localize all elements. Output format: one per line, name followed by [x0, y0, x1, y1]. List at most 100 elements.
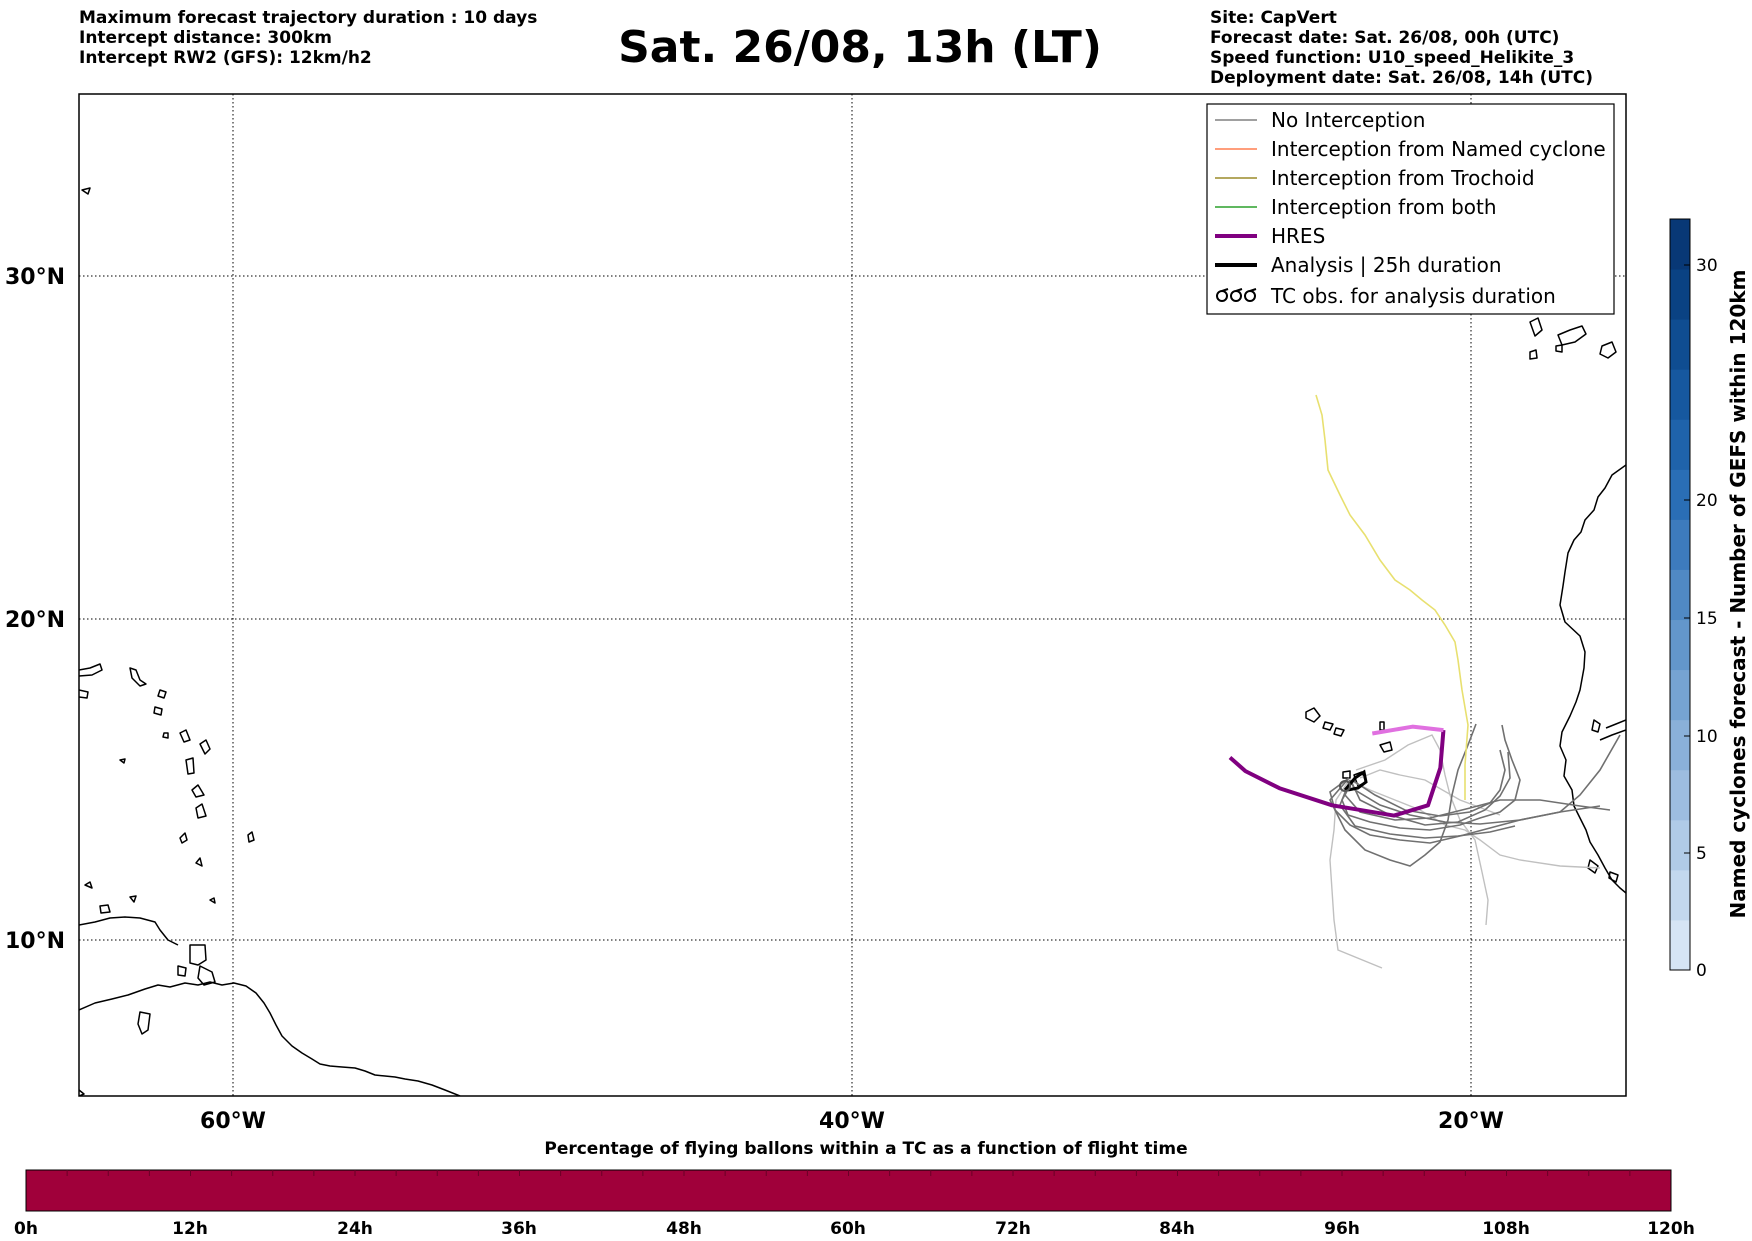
coast-isle-8 [179, 729, 191, 743]
page-title: Sat. 26/08, 13h (LT) [618, 22, 1102, 73]
coast-cv-sao-nicolau [1333, 727, 1345, 737]
longitude-labels: 60°W 40°W 20°W [200, 1109, 1504, 1134]
colorbar-tick-marks [1684, 264, 1690, 971]
colorbar-vertical: 0 5 10 15 20 30 Named cyclones forecast … [1669, 218, 1750, 981]
legend-label: No Interception [1271, 108, 1425, 132]
coast-bissagos-2 [1608, 871, 1619, 883]
colorbar-cell [1670, 419, 1690, 470]
coast-canary-1 [1529, 317, 1543, 337]
lon-label-60w: 60°W [200, 1109, 266, 1134]
hbar-tick-60h: 60h [830, 1219, 866, 1239]
traj-grey-8 [1349, 734, 1621, 825]
legend-item-no-interception: No Interception [1215, 108, 1425, 132]
colorbar-cell [1670, 919, 1690, 971]
coast-lee-2 [153, 706, 163, 716]
colorbar-cell [1670, 719, 1690, 771]
colorbar-cell [1670, 269, 1690, 320]
legend-label: TC obs. for analysis duration [1270, 284, 1556, 308]
hres-series-0 [1228, 729, 1446, 818]
hres-trajectory [1228, 724, 1446, 818]
colorbar-cell [1670, 619, 1690, 671]
coast-canary-5 [1555, 344, 1563, 353]
legend-item-hres: HRES [1215, 224, 1325, 248]
colorbar-minor-ticks [66, 1170, 1631, 1176]
hbar-tick-120h: 120h [1647, 1219, 1695, 1239]
coast-isle-5 [195, 803, 207, 819]
info-site: Site: CapVert [1210, 8, 1337, 28]
coast-guyana-island [137, 1011, 151, 1035]
coast-lee-4 [199, 739, 211, 755]
traj-yellow [1315, 394, 1469, 800]
legend-item-both: Interception from both [1215, 195, 1497, 219]
colorbar-vertical-label: Named cyclones forecast - Number of GEFS… [1726, 270, 1750, 919]
colorbar-cell [1670, 769, 1690, 821]
coast-isle-11 [129, 895, 137, 903]
coast-isle-3 [195, 857, 203, 867]
ensemble-trajectories-grey [1329, 723, 1621, 867]
legend: No Interception Interception from Named … [1206, 103, 1615, 315]
colorbar-cells [1670, 219, 1690, 971]
coast-isle-4 [179, 832, 188, 844]
start-marker [1339, 780, 1351, 792]
info-intercept-rw2: Intercept RW2 (GFS): 12km/h2 [79, 48, 372, 68]
coast-isle-7 [185, 757, 195, 775]
coast-pr-1 [79, 689, 89, 699]
coast-gambia-island [1591, 719, 1601, 733]
colorbar-cell [1670, 469, 1690, 520]
coast-canary-3 [1599, 341, 1617, 359]
coast-isle-10 [84, 881, 93, 889]
coast-bermuda [81, 187, 91, 195]
legend-label: Interception from both [1271, 195, 1497, 219]
latitude-labels: 30°N 20°N 10°N [5, 265, 65, 954]
legend-label: Analysis | 25h duration [1271, 253, 1502, 277]
coast-orinoco [197, 965, 216, 986]
hbar-tick-84h: 84h [1159, 1219, 1195, 1239]
coast-lee-1 [157, 689, 167, 699]
lat-label-20n: 20°N [5, 608, 65, 633]
coast-canary-4 [1529, 349, 1538, 360]
run-info-right: Site: CapVert Forecast date: Sat. 26/08,… [1210, 8, 1593, 88]
info-speed-function: Speed function: U10_speed_Helikite_3 [1210, 48, 1575, 68]
ensemble-trajectories-light [1329, 734, 1601, 969]
legend-label: Interception from Trochoid [1271, 166, 1535, 190]
lat-label-10n: 10°N [5, 929, 65, 954]
info-forecast-date: Forecast date: Sat. 26/08, 00h (UTC) [1210, 28, 1560, 48]
coast-bissagos [1587, 859, 1599, 874]
colorbar-tick-20: 20 [1696, 491, 1718, 511]
coast-cv-santo-antao [1305, 707, 1321, 723]
info-max-duration: Maximum forecast trajectory duration : 1… [79, 8, 538, 28]
info-intercept-distance: Intercept distance: 300km [79, 28, 332, 48]
coast-lee-3 [162, 732, 169, 739]
traj-grey-5 [1344, 779, 1611, 821]
colorbar-tick-10: 10 [1696, 727, 1718, 747]
hbar-tick-12h: 12h [172, 1219, 208, 1239]
hbar-tick-108h: 108h [1482, 1219, 1530, 1239]
coast-south-america [79, 981, 461, 1096]
colorbar-tick-15: 15 [1696, 609, 1718, 629]
coast-tobago [177, 965, 187, 977]
hbar-tick-0h: 0h [14, 1219, 38, 1239]
hbar-tick-36h: 36h [501, 1219, 537, 1239]
legend-item-named-cyclone: Interception from Named cyclone [1215, 137, 1606, 161]
colorbar-tick-0: 0 [1696, 961, 1707, 981]
colorbar-tick-30: 30 [1696, 256, 1718, 276]
traj-grey-7 [1351, 749, 1506, 817]
colorbar-cell [1670, 219, 1690, 270]
lat-label-30n: 30°N [5, 265, 65, 290]
traj-light-3 [1355, 734, 1489, 926]
colorbar-cell [1670, 869, 1690, 921]
hbar-tick-96h: 96h [1324, 1219, 1360, 1239]
hbar-tick-24h: 24h [337, 1219, 373, 1239]
hbar-tick-72h: 72h [995, 1219, 1031, 1239]
coast-isle-9 [247, 831, 255, 843]
legend-label: HRES [1271, 224, 1325, 248]
colorbar-cell [1670, 319, 1690, 370]
run-info-left: Maximum forecast trajectory duration : 1… [79, 8, 537, 68]
coast-senegal-inlet [1599, 729, 1626, 741]
colorbar-cell [1670, 369, 1690, 420]
coast-trinidad [189, 944, 207, 966]
coast-cv-sao-vicente [1322, 721, 1334, 731]
legend-label: Interception from Named cyclone [1271, 137, 1606, 161]
coast-isle-6 [191, 784, 205, 798]
